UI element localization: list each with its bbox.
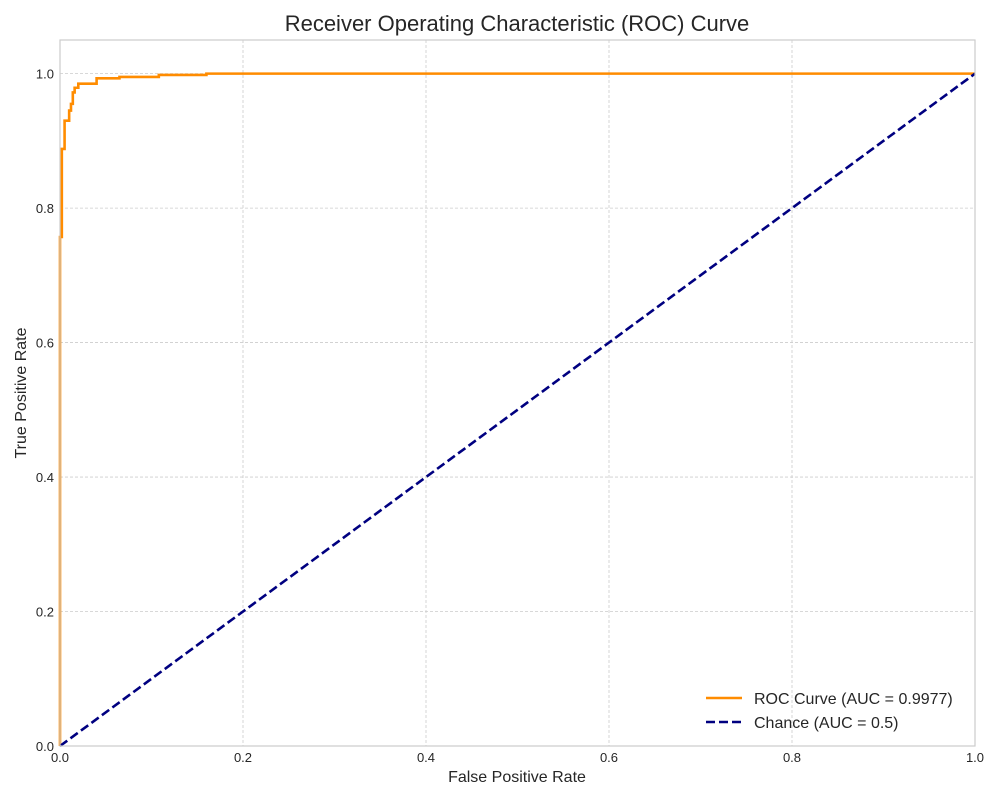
- series-group: [58, 72, 976, 748]
- plot-frame: [59, 39, 976, 747]
- tick-labels: 0.0 0.2 0.4 0.6 0.8 1.0 0.0 0.2 0.4 0.6 0.8 1.0: [36, 67, 984, 765]
- chart-title: Receiver Operating Characteristic (ROC) …: [285, 11, 750, 36]
- y-tick-label: 0.0: [36, 739, 54, 754]
- y-axis-label: True Positive Rate: [13, 327, 30, 458]
- y-tick-label: 1.0: [36, 67, 54, 82]
- grid-lines: [59, 40, 976, 747]
- legend-label-roc: ROC Curve (AUC = 0.9977): [754, 691, 953, 708]
- x-tick-label: 1.0: [966, 750, 984, 765]
- x-axis-label: False Positive Rate: [448, 769, 586, 786]
- roc-curve-line: [58, 72, 975, 746]
- x-tick-label: 0.4: [417, 750, 435, 765]
- y-tick-label: 0.2: [36, 605, 54, 620]
- x-tick-label: 0.8: [783, 750, 801, 765]
- legend-label-chance: Chance (AUC = 0.5): [754, 715, 899, 732]
- x-tick-label: 0.2: [234, 750, 252, 765]
- x-tick-label: 0.0: [51, 750, 69, 765]
- legend: ROC Curve (AUC = 0.9977) Chance (AUC = 0.…: [706, 691, 953, 732]
- x-tick-label: 0.6: [600, 750, 618, 765]
- chance-line: [59, 72, 976, 748]
- y-tick-label: 0.6: [36, 336, 54, 351]
- y-tick-label: 0.8: [36, 201, 54, 216]
- y-tick-label: 0.4: [36, 470, 54, 485]
